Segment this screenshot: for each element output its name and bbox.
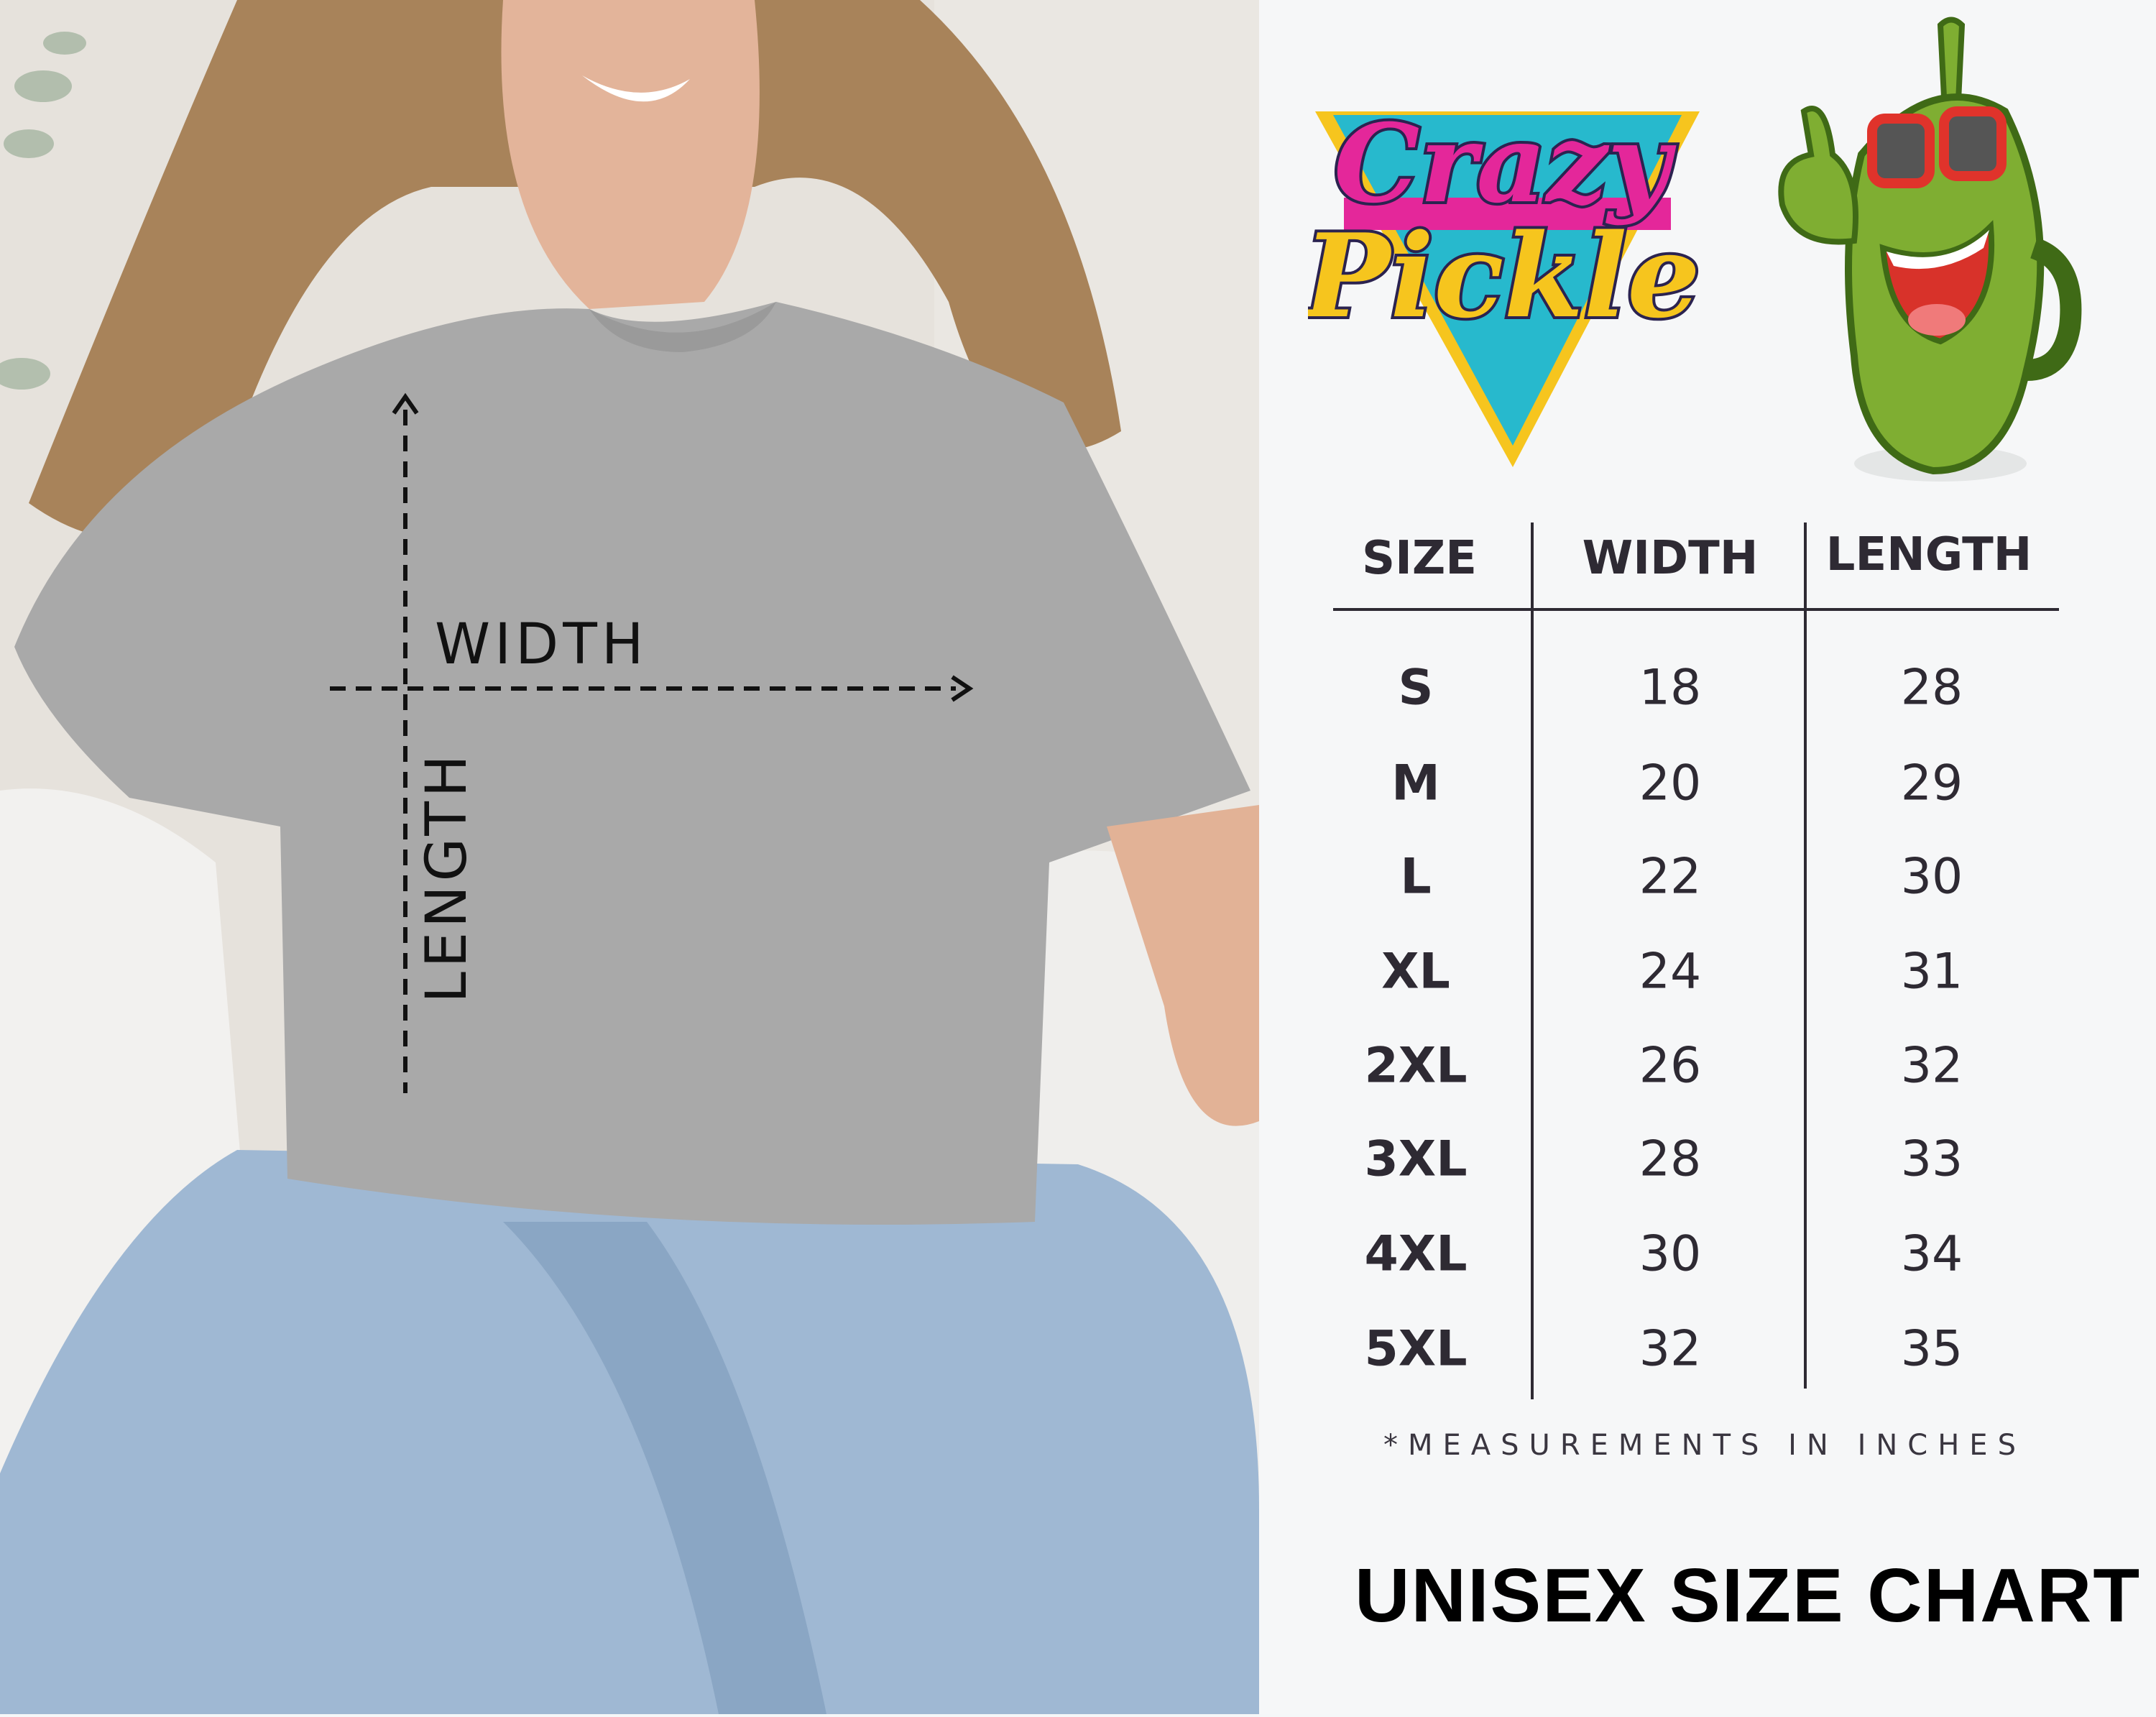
length-label: LENGTH [415,750,479,1003]
cell-length: 31 [1900,943,1963,1000]
cell-size: 2XL [1364,1037,1468,1095]
cell-size: 4XL [1364,1225,1468,1283]
cell-length: 29 [1900,755,1963,812]
measurement-footnote: *MEASUREMENTS IN INCHES [1383,1429,2026,1462]
chart-title: UNISEX SIZE CHART [1355,1553,2142,1638]
cell-length: 28 [1900,659,1963,717]
cell-size: 5XL [1364,1320,1468,1378]
header-divider [1333,608,2059,611]
width-label: WIDTH [435,612,648,677]
svg-text:Pickle: Pickle [1308,208,1700,344]
column-header-width: WIDTH [1582,532,1759,585]
cell-size: XL [1381,943,1450,1000]
cell-length: 30 [1900,848,1963,906]
cell-width: 20 [1639,755,1702,812]
cell-width: 22 [1639,848,1702,906]
cell-length: 34 [1900,1225,1963,1283]
cell-size: M [1391,755,1440,812]
cell-width: 24 [1639,943,1702,1000]
length-arrowhead-icon [392,392,419,415]
model-wearing-tshirt-illustration [0,0,1259,1714]
cell-width: 26 [1639,1037,1702,1095]
cell-width: 30 [1639,1225,1702,1283]
cell-width: 28 [1639,1131,1702,1188]
column-divider [1804,523,1807,1389]
svg-text:Crazy: Crazy [1334,101,1677,227]
column-divider [1531,523,1534,1399]
cell-size: 3XL [1364,1131,1468,1188]
pickle-mascot-illustration [1778,17,2082,482]
cell-width: 18 [1639,659,1702,717]
cell-width: 32 [1639,1320,1702,1378]
column-header-size: SIZE [1361,532,1478,585]
crazy-pickle-logo: Crazy Pickle [1308,98,1703,467]
cell-length: 33 [1900,1131,1963,1188]
cell-length: 32 [1900,1037,1963,1095]
column-header-length: LENGTH [1825,528,2032,581]
cell-length: 35 [1900,1320,1963,1378]
cell-size: S [1398,659,1434,717]
width-arrowhead-icon [951,675,974,702]
cell-size: L [1400,848,1432,906]
model-photo: WIDTH LENGTH [0,0,1259,1714]
